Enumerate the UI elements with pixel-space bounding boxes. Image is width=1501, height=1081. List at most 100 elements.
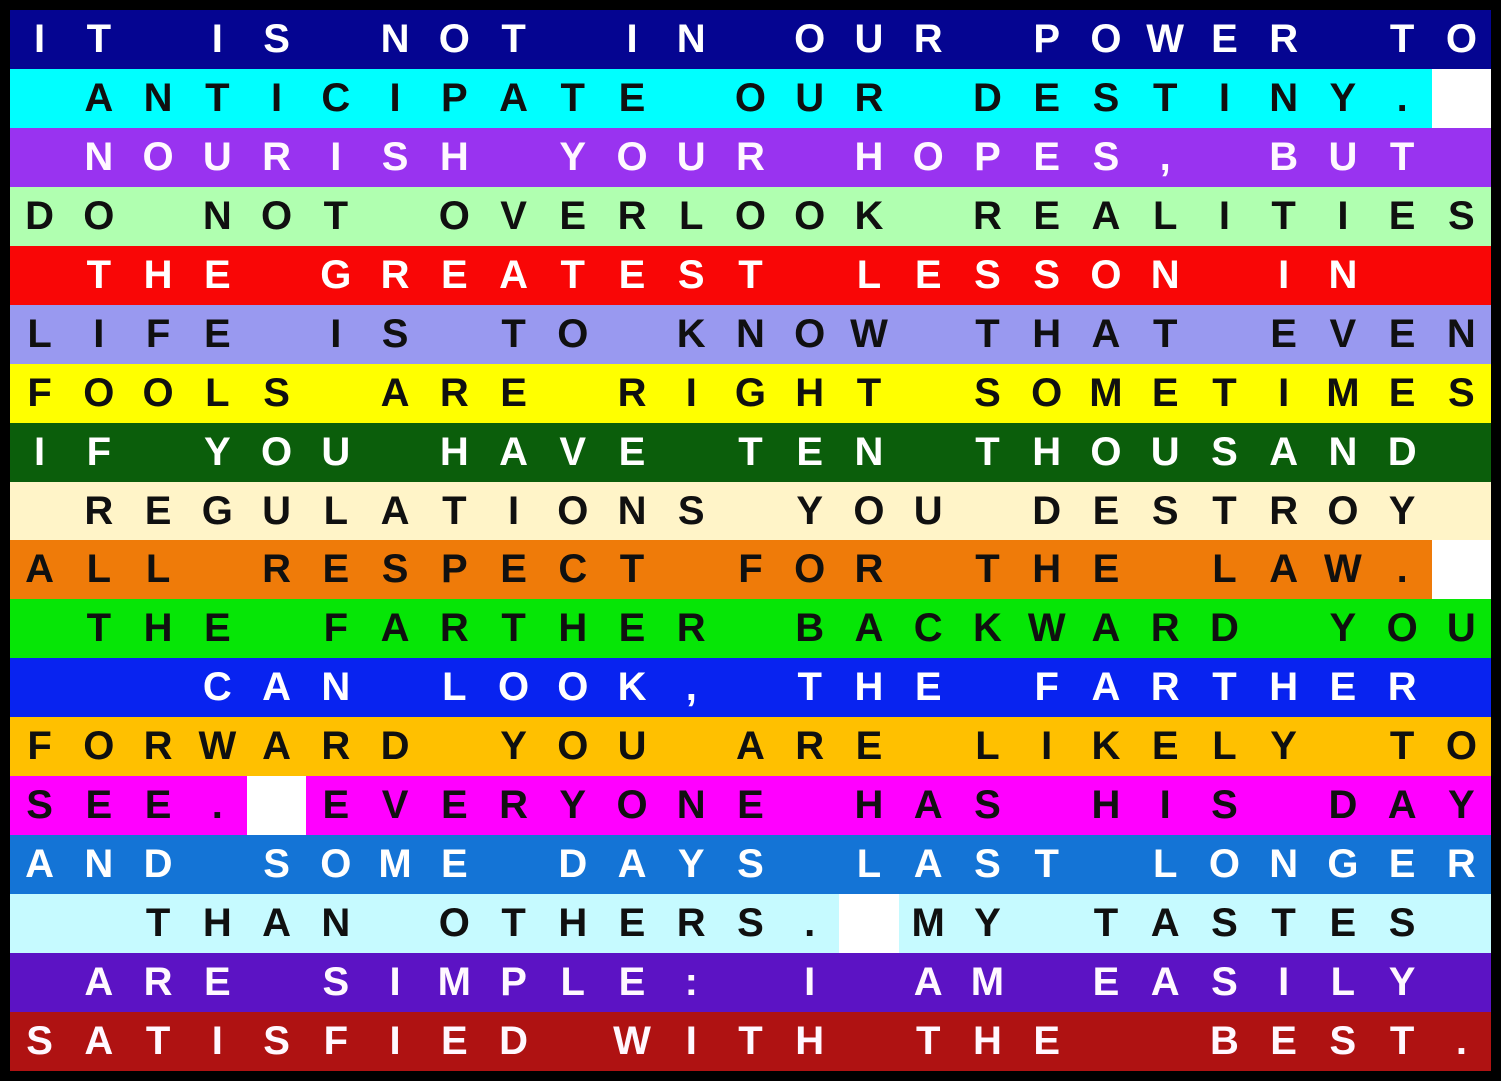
letter-cell: A: [913, 842, 943, 887]
letter-cell: H: [1269, 665, 1299, 710]
letter-cell: N: [676, 17, 706, 61]
letter-cell: E: [1211, 17, 1238, 61]
letter-cell: L: [442, 665, 467, 710]
letter-cell: R: [1269, 17, 1299, 61]
letter-cell: L: [1212, 547, 1237, 592]
letter-cell: E: [1092, 488, 1120, 533]
letter-cell: E: [322, 547, 350, 592]
letter-cell: O: [1327, 488, 1359, 533]
letter-cell: B: [1269, 134, 1299, 179]
blank-cell: [1017, 953, 1076, 1012]
letter-cell: E: [618, 429, 646, 474]
letter-cell: N: [617, 488, 647, 533]
letter-cell: L: [856, 252, 882, 297]
letter-cell: S: [1211, 429, 1238, 474]
letter-cell: E: [322, 783, 350, 828]
letter-cell: I: [34, 429, 46, 474]
letter-cell: E: [618, 606, 646, 651]
letter-cell: O: [1090, 17, 1122, 61]
unused-white-cell: [839, 894, 899, 953]
letter-cell: N: [854, 429, 884, 474]
letter-cell: O: [794, 17, 826, 61]
letter-cell: V: [500, 193, 527, 238]
letter-cell: L: [679, 193, 704, 238]
letter-cell: E: [144, 488, 172, 533]
letter-cell: U: [913, 488, 943, 533]
letter-cell: G: [734, 370, 767, 415]
letter-cell: O: [1208, 842, 1240, 887]
letter-cell: O: [734, 193, 767, 238]
letter-cell: Y: [677, 842, 705, 887]
letter-cell: I: [1278, 370, 1290, 415]
blank-cell: [721, 658, 780, 717]
letter-cell: P: [500, 960, 527, 1004]
letter-cell: E: [1270, 1018, 1297, 1063]
blank-cell: [247, 953, 306, 1012]
letter-cell: C: [321, 75, 351, 120]
letter-cell: H: [1032, 311, 1062, 356]
letter-cell: O: [794, 193, 826, 238]
letter-cell: S: [1448, 193, 1475, 238]
letter-cell: M: [970, 960, 1005, 1004]
blank-cell: [247, 599, 306, 658]
letter-cell: L: [145, 547, 171, 592]
letter-cell: O: [794, 311, 826, 356]
letter-cell: P: [1033, 17, 1061, 61]
blank-cell: [958, 482, 1017, 541]
letter-cell: H: [558, 901, 588, 946]
letter-cell: H: [439, 429, 469, 474]
letter-cell: R: [736, 134, 765, 179]
letter-cell: U: [202, 134, 232, 179]
letter-cell: A: [1150, 960, 1180, 1004]
letter-cell: W: [1027, 606, 1066, 651]
letter-cell: H: [439, 134, 469, 179]
letter-cell: T: [86, 252, 112, 297]
letter-cell: O: [83, 193, 115, 238]
letter-cell: T: [1212, 488, 1237, 533]
letter-cell: U: [262, 488, 292, 533]
letter-cell: I: [1218, 193, 1230, 238]
letter-cell: N: [1150, 252, 1180, 297]
letter-cell: E: [85, 783, 113, 828]
letter-cell: T: [145, 1018, 171, 1063]
letter-cell: .: [1396, 75, 1408, 120]
letter-cell: O: [1386, 606, 1418, 651]
blank-cell: [1195, 128, 1254, 187]
letter-cell: S: [1211, 960, 1238, 1004]
blank-cell: [899, 305, 958, 364]
letter-cell: S: [737, 842, 764, 887]
letter-cell: H: [973, 1018, 1002, 1063]
letter-cell: L: [560, 960, 585, 1004]
blank-cell: [780, 776, 839, 835]
letter-cell: T: [1212, 665, 1237, 710]
letter-cell: D: [143, 842, 173, 887]
letter-cell: T: [205, 75, 230, 120]
blank-cell: [899, 423, 958, 482]
letter-cell: O: [438, 17, 470, 61]
letter-cell: I: [389, 75, 401, 120]
letter-cell: S: [263, 1018, 290, 1063]
letter-cell: E: [914, 252, 942, 297]
letter-cell: U: [1328, 134, 1358, 179]
blank-cell: [69, 658, 128, 717]
blank-cell: [10, 246, 69, 305]
letter-cell: A: [262, 724, 292, 769]
letter-cell: T: [738, 429, 763, 474]
letter-cell: W: [198, 724, 237, 769]
letter-cell: N: [84, 842, 114, 887]
letter-cell: Y: [974, 901, 1001, 946]
blank-cell: [1195, 246, 1254, 305]
letter-cell: E: [203, 960, 231, 1004]
letter-cell: I: [1041, 724, 1053, 769]
letter-cell: R: [321, 724, 351, 769]
letter-cell: S: [1092, 134, 1120, 179]
